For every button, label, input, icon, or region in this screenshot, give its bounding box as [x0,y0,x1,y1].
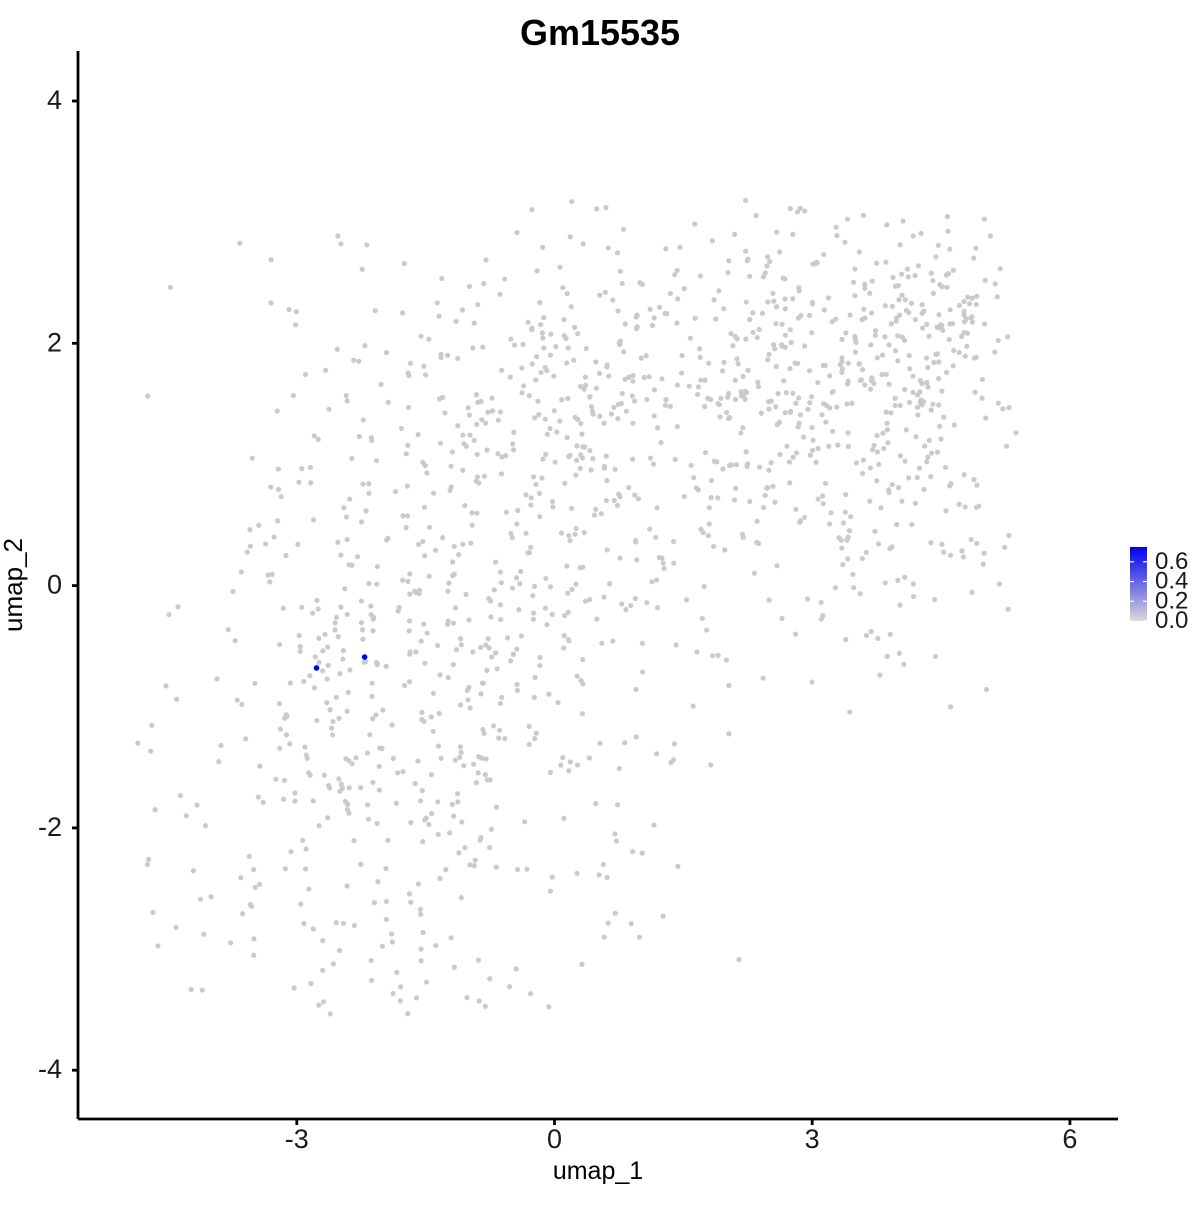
svg-text:0: 0 [547,1124,562,1154]
svg-text:6: 6 [1062,1124,1077,1154]
svg-text:-2: -2 [38,812,62,842]
svg-text:0.0: 0.0 [1155,607,1188,634]
svg-text:2: 2 [47,327,62,357]
svg-text:0: 0 [47,570,62,600]
svg-text:3: 3 [805,1124,820,1154]
svg-text:-4: -4 [38,1054,62,1084]
svg-text:Gm15535: Gm15535 [520,12,680,53]
svg-text:4: 4 [47,85,62,115]
svg-text:umap_2: umap_2 [0,538,28,632]
svg-text:-3: -3 [285,1124,309,1154]
svg-text:umap_1: umap_1 [553,1157,643,1185]
